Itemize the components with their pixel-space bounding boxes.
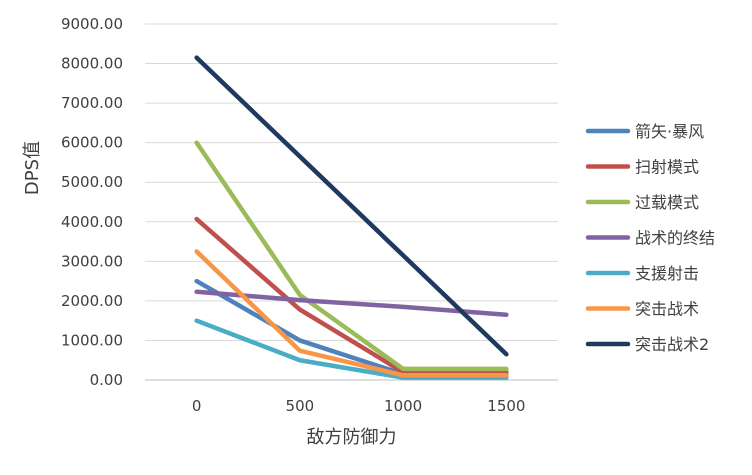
y-tick-label: 9000.00 [61,15,123,33]
series-line-3 [194,289,509,317]
y-axis-title: DPS值 [22,141,43,195]
x-tick-label: 500 [286,397,315,415]
series-line-1 [194,216,509,375]
x-axis-title: 敌方防御力 [307,427,397,448]
series-lines [194,55,509,380]
legend-label: 过载模式 [635,193,699,212]
series-line-6 [194,55,509,357]
y-tick-label: 8000.00 [61,55,123,73]
legend-label: 箭矢·暴风 [635,122,704,141]
legend-label: 战术的终结 [635,229,715,248]
y-axis-ticks: 0.00 1000.00 2000.00 3000.00 4000.00 5000.00 6… [61,15,123,389]
series-line-4 [194,318,509,380]
x-axis-ticks: 0 500 1000 1500 [192,397,526,415]
legend-label: 扫射模式 [635,158,699,177]
y-tick-label: 7000.00 [61,94,123,112]
legend-label: 突击战术 [635,300,699,319]
y-tick-label: 4000.00 [61,213,123,231]
x-tick-label: 1500 [487,397,525,415]
y-tick-label: 5000.00 [61,173,123,191]
series-line-2 [194,140,509,372]
y-tick-label: 2000.00 [61,292,123,310]
legend-label: 突击战术2 [635,335,709,354]
y-tick-label: 1000.00 [61,331,123,349]
gridlines [145,23,558,381]
x-tick-label: 1000 [384,397,422,415]
y-tick-label: 6000.00 [61,134,123,152]
legend-label: 支援射击 [635,264,699,283]
x-tick-label: 0 [192,397,202,415]
y-tick-label: 0.00 [90,371,123,389]
y-tick-label: 3000.00 [61,252,123,270]
series-line-5 [194,249,509,378]
